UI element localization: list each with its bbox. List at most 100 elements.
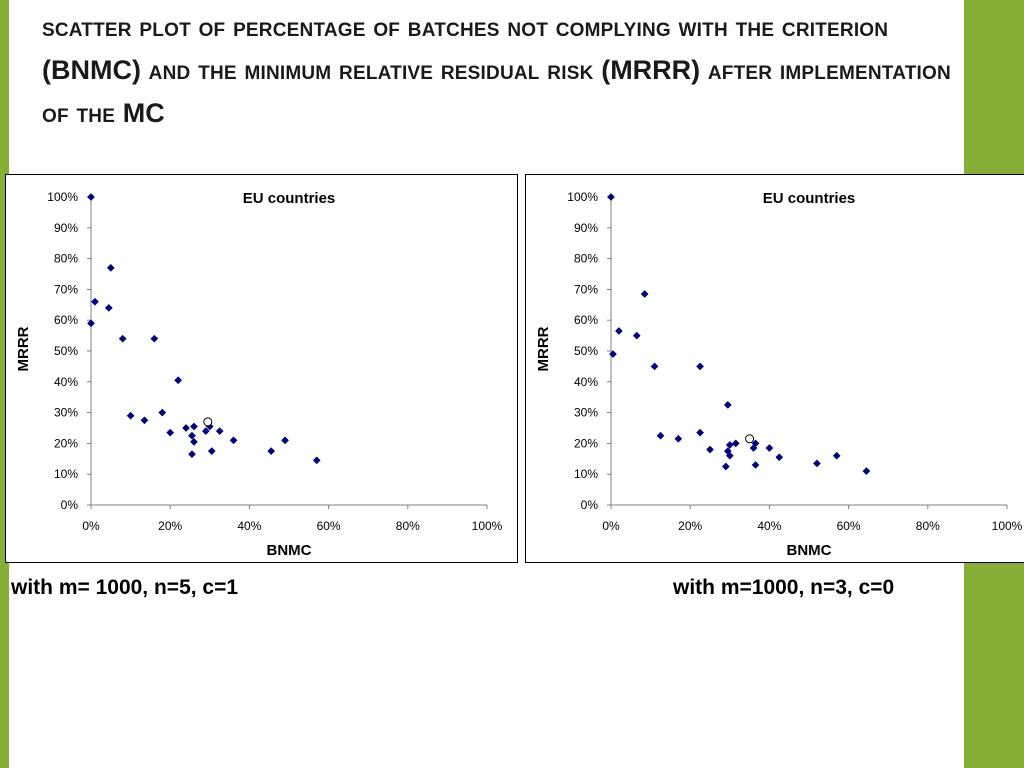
right-chart-title: EU countries (763, 190, 856, 207)
right-y-tick-label: 0% (581, 498, 599, 512)
left-data-point (106, 263, 115, 272)
left-data-point (91, 297, 99, 306)
left-y-tick-label: 100% (47, 190, 78, 204)
right-data-point (862, 467, 871, 476)
right-data-point (656, 431, 665, 440)
left-y-tick-label: 20% (54, 436, 78, 450)
right-data-point (650, 362, 659, 371)
right-mean-point (745, 434, 755, 444)
right-data-point (725, 440, 734, 449)
left-data-point (140, 416, 149, 425)
scatter-chart-left: 0% 10% 20% 30% 40% 50% 60% 70% 80% 90% 100% 0% 20% 40… (5, 174, 518, 563)
left-data-point (150, 334, 159, 343)
right-data-point (614, 327, 623, 335)
left-data-point (201, 427, 210, 436)
caption-left: with m= 1000, n=5, c=1 (11, 576, 239, 599)
right-x-tick-label: 20% (678, 519, 702, 533)
title-part: (BNMC) (42, 55, 141, 85)
left-data-point (87, 193, 95, 201)
left-x-tick-label: 100% (472, 519, 503, 533)
scatter-chart-right: 0% 10% 20% 30% 40% 50% 60% 70% 80% 90% 100% 0% 20% 40… (525, 174, 1024, 563)
title-part: after implementation of the (42, 55, 951, 128)
left-y-tick-label: 60% (54, 313, 78, 327)
right-x-tick-label: 0% (602, 519, 620, 533)
left-mean-point (203, 417, 213, 427)
right-x-tick-label: 40% (757, 519, 781, 533)
right-x-tick-label: 80% (916, 519, 940, 533)
title-part: (MRRR) (601, 55, 701, 85)
left-y-tick-label: 70% (54, 282, 78, 296)
right-y-tick-label: 60% (574, 313, 598, 327)
right-data-point (721, 462, 730, 471)
left-data-point (188, 431, 196, 440)
right-data-point (812, 459, 821, 468)
right-data-point (731, 439, 740, 448)
right-y-tick-label: 40% (574, 375, 598, 389)
right-x-tick-label: 60% (837, 519, 861, 533)
caption-right: with m=1000, n=3, c=0 (673, 576, 895, 599)
left-data-point (182, 424, 190, 432)
right-data-point (751, 439, 760, 448)
left-y-tick-label: 30% (54, 406, 78, 420)
left-data-point (87, 319, 95, 328)
left-x-tick-label: 40% (237, 519, 261, 533)
right-data-point (775, 453, 784, 462)
left-y-axis-label: MRRR (15, 326, 32, 371)
left-data-point (312, 456, 321, 465)
left-data-point (166, 428, 175, 437)
right-y-tick-label: 100% (567, 190, 598, 204)
right-x-tick-label: 100% (992, 519, 1023, 533)
right-x-axis-label: BNMC (787, 542, 832, 559)
left-y-tick-label: 90% (54, 221, 78, 235)
left-data-point (229, 436, 238, 445)
right-y-tick-label: 50% (574, 344, 598, 358)
left-data-point (207, 447, 216, 456)
right-data-point (609, 350, 617, 359)
right-data-point (706, 445, 714, 454)
left-x-tick-label: 20% (158, 519, 182, 533)
left-y-tick-label: 50% (54, 344, 78, 358)
left-x-tick-label: 0% (82, 519, 100, 533)
right-y-tick-label: 80% (574, 252, 598, 266)
left-accent-bar (0, 0, 9, 768)
right-data-point (723, 400, 732, 409)
right-y-tick-label: 20% (574, 436, 598, 450)
left-data-point (281, 436, 289, 445)
chart-svg-left: 0% 10% 20% 30% 40% 50% 60% 70% 80% 90% 100% 0% 20% 40… (15, 190, 503, 559)
left-data-point (126, 411, 135, 420)
title-part: and the minimum relative residual risk (140, 55, 602, 85)
left-y-tick-label: 10% (54, 467, 78, 481)
right-y-tick-label: 10% (574, 467, 598, 481)
right-data-point (674, 434, 683, 443)
chart-svg-right: 0% 10% 20% 30% 40% 50% 60% 70% 80% 90% 100% 0% 20% 40… (535, 190, 1023, 559)
right-data-point (751, 461, 760, 469)
right-y-axis-label: MRRR (535, 326, 552, 371)
left-data-point (174, 376, 183, 385)
right-data-point (765, 444, 774, 452)
right-data-point (725, 451, 734, 460)
right-y-tick-label: 90% (574, 221, 598, 235)
left-data-point (158, 408, 167, 417)
right-data-point (696, 362, 705, 371)
right-data-point (832, 451, 841, 460)
left-x-axis-label: BNMC (267, 542, 312, 559)
left-chart-title: EU countries (243, 190, 336, 207)
right-data-point (632, 331, 641, 340)
left-y-tick-label: 0% (61, 498, 79, 512)
right-data-point (640, 290, 649, 298)
left-x-tick-label: 80% (396, 519, 420, 533)
left-data-point (215, 427, 224, 436)
left-data-point (188, 450, 196, 459)
slide-title: scatter plot of percentage of batches no… (42, 8, 952, 137)
left-x-tick-label: 60% (317, 519, 341, 533)
left-data-point (267, 447, 276, 456)
left-data-point (118, 334, 127, 343)
left-y-tick-label: 80% (54, 252, 78, 266)
right-data-point (696, 428, 705, 437)
left-y-tick-label: 40% (54, 375, 78, 389)
title-part: scatter plot of percentage of batches no… (42, 12, 889, 42)
left-data-point (104, 303, 113, 312)
title-part: MC (122, 98, 165, 128)
right-y-tick-label: 30% (574, 406, 598, 420)
left-data-point (190, 422, 198, 431)
